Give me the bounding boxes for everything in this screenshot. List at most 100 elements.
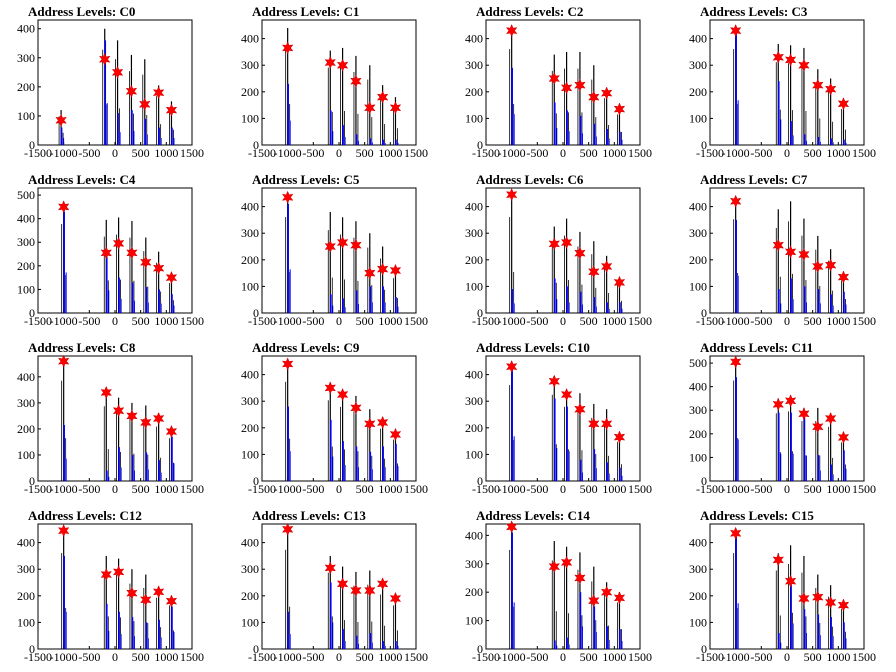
plot-frame (485, 523, 641, 650)
x-tick-label: -1500 (24, 482, 52, 496)
peak-marker (588, 90, 600, 104)
peak-marker (364, 266, 376, 280)
y-tick-label: 200 (241, 253, 259, 267)
chart-plot: 0 100 200 300 400 -1500-1000 -500 0 500 1000 1500 (17, 19, 204, 160)
y-tick-label: 100 (465, 447, 483, 461)
peak-marker (336, 387, 349, 402)
peak-marker (600, 259, 613, 274)
y-tick-label: 400 (17, 370, 35, 384)
peak-marker (729, 355, 742, 369)
peak-marker (324, 561, 337, 575)
peak-marker (812, 78, 824, 92)
x-tick-label: -1000 (274, 482, 302, 496)
y-tick-label: 300 (241, 226, 259, 240)
x-tick-label: 500 (132, 650, 150, 664)
y-tick-label: 200 (689, 85, 707, 99)
x-tick-label: -1500 (696, 650, 724, 664)
x-tick-label: 1500 (628, 314, 652, 328)
y-tick-label: 0 (29, 138, 35, 152)
y-tick-label: 200 (465, 421, 483, 435)
x-tick-label: 500 (356, 482, 374, 496)
peak-marker (126, 246, 138, 260)
x-tick-label: 1000 (154, 482, 178, 496)
x-tick-label: 500 (804, 650, 822, 664)
chart-title: Address Levels: C13 (252, 508, 366, 523)
plot-frame (485, 355, 641, 482)
x-tick-label: 0 (112, 314, 118, 328)
peak-marker (281, 522, 294, 536)
peak-marker (574, 571, 586, 585)
peak-marker (376, 90, 389, 104)
x-tick-label: -1000 (274, 650, 302, 664)
y-tick-label: 100 (241, 111, 259, 125)
x-tick-label: -500 (302, 314, 324, 328)
y-tick-label: 400 (689, 32, 707, 46)
y-tick-label: 200 (17, 589, 35, 603)
peak-marker (784, 53, 797, 67)
y-tick-label: 0 (477, 306, 483, 320)
x-tick-label: 1000 (602, 314, 626, 328)
peak-marker (350, 401, 362, 415)
chart-plot: 0 100 200 300 400 -1500-1000 -500 0 500 1000 1500 (241, 522, 428, 664)
x-tick-label: 0 (560, 314, 566, 328)
peak-marker (376, 577, 389, 591)
x-tick-label: 500 (356, 146, 374, 160)
x-tick-label: 500 (580, 482, 598, 496)
peak-marker (165, 270, 178, 285)
peak-marker (574, 402, 586, 416)
x-tick-label: 1500 (404, 650, 428, 664)
chart-panel: Address Levels: C1 0 100 200 300 400 -1500 -100… (224, 0, 448, 168)
y-tick-label: 100 (241, 615, 259, 629)
x-tick-label: 1500 (404, 314, 428, 328)
peak-marker (772, 553, 785, 567)
chart-panel: Address Levels: C15 0 100 200 300 400 -1500 -10… (672, 504, 896, 672)
y-tick-label: 100 (17, 282, 35, 296)
y-tick-label: 200 (465, 253, 483, 267)
peak-marker (729, 23, 742, 38)
y-tick-label: 300 (465, 226, 483, 240)
peak-marker (588, 417, 600, 431)
peak-marker (798, 247, 810, 262)
chart-title: Address Levels: C5 (252, 172, 360, 187)
x-tick-label: -1000 (722, 314, 750, 328)
x-tick-label: 1500 (180, 482, 204, 496)
plot-frame (37, 523, 193, 650)
y-tick-label: 0 (253, 138, 259, 152)
peak-marker (336, 235, 349, 250)
y-tick-label: 300 (689, 226, 707, 240)
peak-marker (140, 415, 152, 430)
x-tick-label: 1000 (154, 314, 178, 328)
x-tick-label: -500 (526, 146, 548, 160)
chart-plot: 0 100 200 300 400 -1500-1000 -500 0 500 1000 1500 (241, 355, 428, 496)
peak-marker (600, 86, 613, 100)
peak-marker (588, 594, 600, 608)
chart-plot: 0 100 200 300 400 500 -1500-1000 -500 0 500 1000 15… (689, 355, 876, 496)
x-tick-label: -500 (302, 482, 324, 496)
chart-plot: 0 100 200 300 400 -1500-1000 -500 0 500 1000 1500 (689, 187, 876, 328)
x-tick-label: 500 (580, 650, 598, 664)
x-tick-label: -1000 (50, 650, 78, 664)
y-tick-label: 0 (29, 306, 35, 320)
peak-marker (126, 586, 138, 600)
x-tick-label: -500 (526, 314, 548, 328)
y-tick-label: 400 (465, 200, 483, 214)
x-tick-label: -1000 (722, 650, 750, 664)
plot-frame (485, 19, 641, 146)
y-tick-label: 100 (689, 615, 707, 629)
peak-marker (548, 374, 561, 388)
peak-marker (376, 415, 389, 430)
y-tick-label: 400 (241, 32, 259, 46)
peak-marker (560, 555, 573, 570)
peak-marker (55, 113, 67, 127)
y-tick-label: 400 (465, 32, 483, 46)
x-tick-label: -1500 (24, 650, 52, 664)
x-tick-label: -500 (78, 146, 100, 160)
peak-marker (560, 81, 573, 95)
x-tick-label: -1500 (696, 146, 724, 160)
x-tick-label: -1000 (274, 314, 302, 328)
y-tick-label: 0 (701, 138, 707, 152)
x-tick-label: 1000 (826, 314, 850, 328)
x-tick-label: 0 (784, 482, 790, 496)
y-tick-label: 300 (465, 58, 483, 72)
peak-marker (784, 245, 797, 259)
